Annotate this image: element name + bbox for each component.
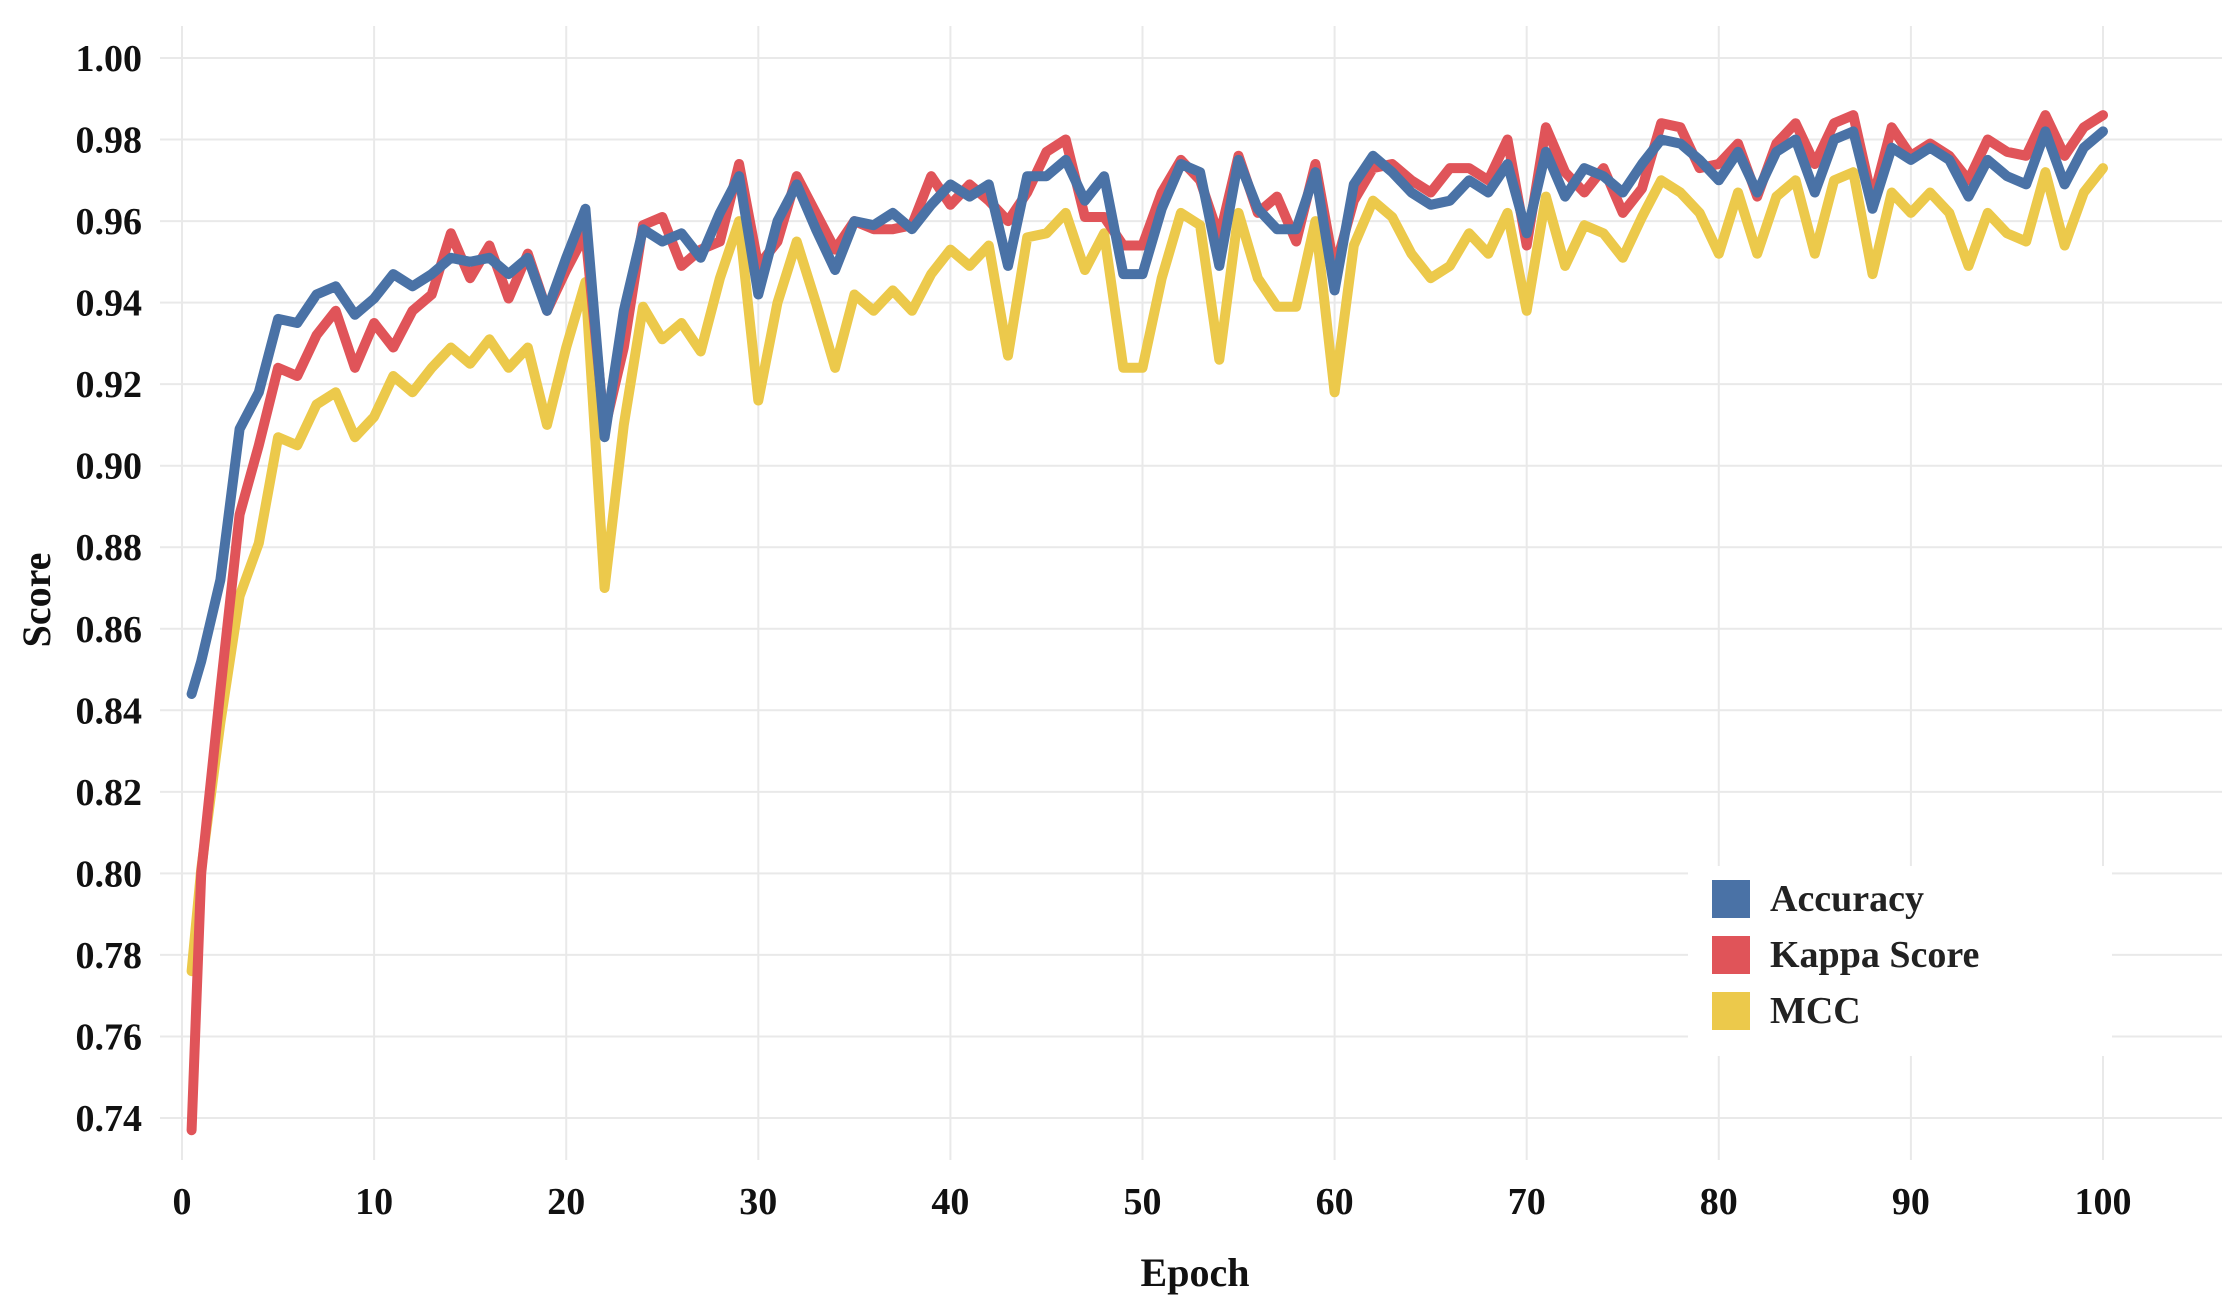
- y-tick-label: 1.00: [76, 38, 143, 80]
- y-tick-label: 0.88: [76, 527, 143, 569]
- legend-label-accuracy: Accuracy: [1770, 878, 1924, 920]
- legend-swatch-accuracy: [1712, 880, 1750, 918]
- y-axis-title: Score: [14, 553, 59, 648]
- x-tick-label: 20: [547, 1181, 585, 1223]
- y-tick-label: 0.76: [76, 1016, 143, 1058]
- y-tick-label: 0.78: [76, 935, 143, 977]
- y-tick-label: 0.94: [76, 283, 143, 325]
- x-tick-label: 60: [1316, 1181, 1354, 1223]
- legend-background: [1688, 866, 2112, 1056]
- x-tick-label: 40: [931, 1181, 969, 1223]
- series-lines: [186, 110, 2108, 1136]
- x-tick-label: 50: [1124, 1181, 1162, 1223]
- legend-swatch-kappa-score: [1712, 936, 1750, 974]
- legend: Accuracy Kappa Score MCC: [1688, 866, 2112, 1056]
- legend-swatch-mcc: [1712, 992, 1750, 1030]
- y-tick-label: 0.98: [76, 120, 143, 162]
- x-axis-title: Epoch: [1141, 1250, 1250, 1295]
- series-line-mcc: [186, 163, 2108, 977]
- legend-label-kappa-score: Kappa Score: [1770, 934, 1979, 976]
- y-tick-label: 0.92: [76, 364, 143, 406]
- y-tick-label: 0.80: [76, 853, 143, 895]
- y-tick-label: 0.86: [76, 609, 143, 651]
- y-tick-label: 0.82: [76, 772, 143, 814]
- y-tick-label: 0.74: [76, 1098, 143, 1140]
- x-tick-label: 70: [1508, 1181, 1546, 1223]
- x-tick-label: 100: [2075, 1181, 2132, 1223]
- y-tick-label: 0.90: [76, 446, 143, 488]
- y-tick-label: 0.84: [76, 690, 143, 732]
- legend-label-mcc: MCC: [1770, 990, 1861, 1032]
- series-line-accuracy: [186, 126, 2108, 699]
- x-tick-label: 80: [1700, 1181, 1738, 1223]
- y-tick-label: 0.96: [76, 201, 143, 243]
- series-line-kappa-score: [186, 110, 2108, 1136]
- x-tick-label: 10: [355, 1181, 393, 1223]
- x-tick-label: 90: [1892, 1181, 1930, 1223]
- x-tick-label: 0: [173, 1181, 192, 1223]
- x-tick-label: 30: [739, 1181, 777, 1223]
- axes: 0.74 0.76 0.78 0.80 0.82 0.84 0.86 0.88 0.90 0.92…: [76, 38, 2132, 1223]
